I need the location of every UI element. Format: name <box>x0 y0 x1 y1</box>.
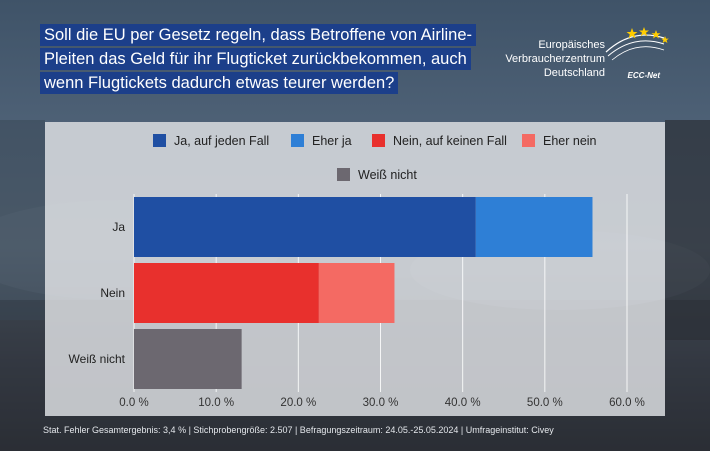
bar-2-4 <box>134 329 242 389</box>
logo-line-1: Europäisches <box>538 39 605 51</box>
x-tick-label-4: 40.0 % <box>445 397 481 409</box>
x-tick-label-6: 60.0 % <box>609 397 645 409</box>
legend-label-4: Weiß nicht <box>358 168 417 182</box>
legend-label-0: Ja, auf jeden Fall <box>174 134 269 148</box>
stacked-bar-chart: 0.0 % 10.0 % 20.0 % 30.0 % 40.0 % 50.0 % 60.0 … <box>69 134 645 409</box>
title-line-1: Soll die EU per Gesetz regeln, dass Betr… <box>40 24 477 46</box>
bar-0-1 <box>475 197 593 257</box>
legend-swatch-4 <box>337 168 350 181</box>
logo-network-label: ECC-Net <box>627 71 660 80</box>
footer-note: Stat. Fehler Gesamtergebnis: 3,4 % | Sti… <box>43 425 554 435</box>
x-tick-label-0: 0.0 % <box>119 397 148 409</box>
bar-1-3 <box>318 263 395 323</box>
legend-swatch-2 <box>372 134 385 147</box>
legend-swatch-1 <box>291 134 304 147</box>
bar-1-2 <box>134 263 319 323</box>
category-label-1: Nein <box>100 286 125 300</box>
category-label-2: Weiß nicht <box>69 352 126 366</box>
category-label-0: Ja <box>112 220 125 234</box>
x-tick-label-5: 50.0 % <box>527 397 563 409</box>
chart-panel: 0.0 % 10.0 % 20.0 % 30.0 % 40.0 % 50.0 % 60.0 … <box>45 122 665 416</box>
logo-line-3: Deutschland <box>543 67 605 79</box>
x-tick-label-3: 30.0 % <box>363 397 399 409</box>
eu-stars-arc-icon <box>605 27 669 61</box>
legend-label-3: Eher nein <box>543 134 597 148</box>
legend-swatch-3 <box>522 134 535 147</box>
logo-line-2: Verbraucherzentrum <box>505 53 605 65</box>
ecc-logo: Europäisches Verbraucherzentrum Deutschl… <box>500 26 680 82</box>
bar-0-0 <box>134 197 476 257</box>
title-line-2: Pleiten das Geld für ihr Flugticket zurü… <box>40 48 471 70</box>
title-line-3: wenn Flugtickets dadurch etwas teurer we… <box>40 72 399 94</box>
chart-title: Soll die EU per Gesetz regeln, dass Betr… <box>40 23 500 95</box>
x-tick-label-1: 10.0 % <box>198 397 234 409</box>
legend-label-1: Eher ja <box>312 134 352 148</box>
x-tick-label-2: 20.0 % <box>280 397 316 409</box>
legend-swatch-0 <box>153 134 166 147</box>
logo-text: Europäisches Verbraucherzentrum Deutschl… <box>505 38 605 80</box>
legend-label-2: Nein, auf keinen Fall <box>393 134 507 148</box>
